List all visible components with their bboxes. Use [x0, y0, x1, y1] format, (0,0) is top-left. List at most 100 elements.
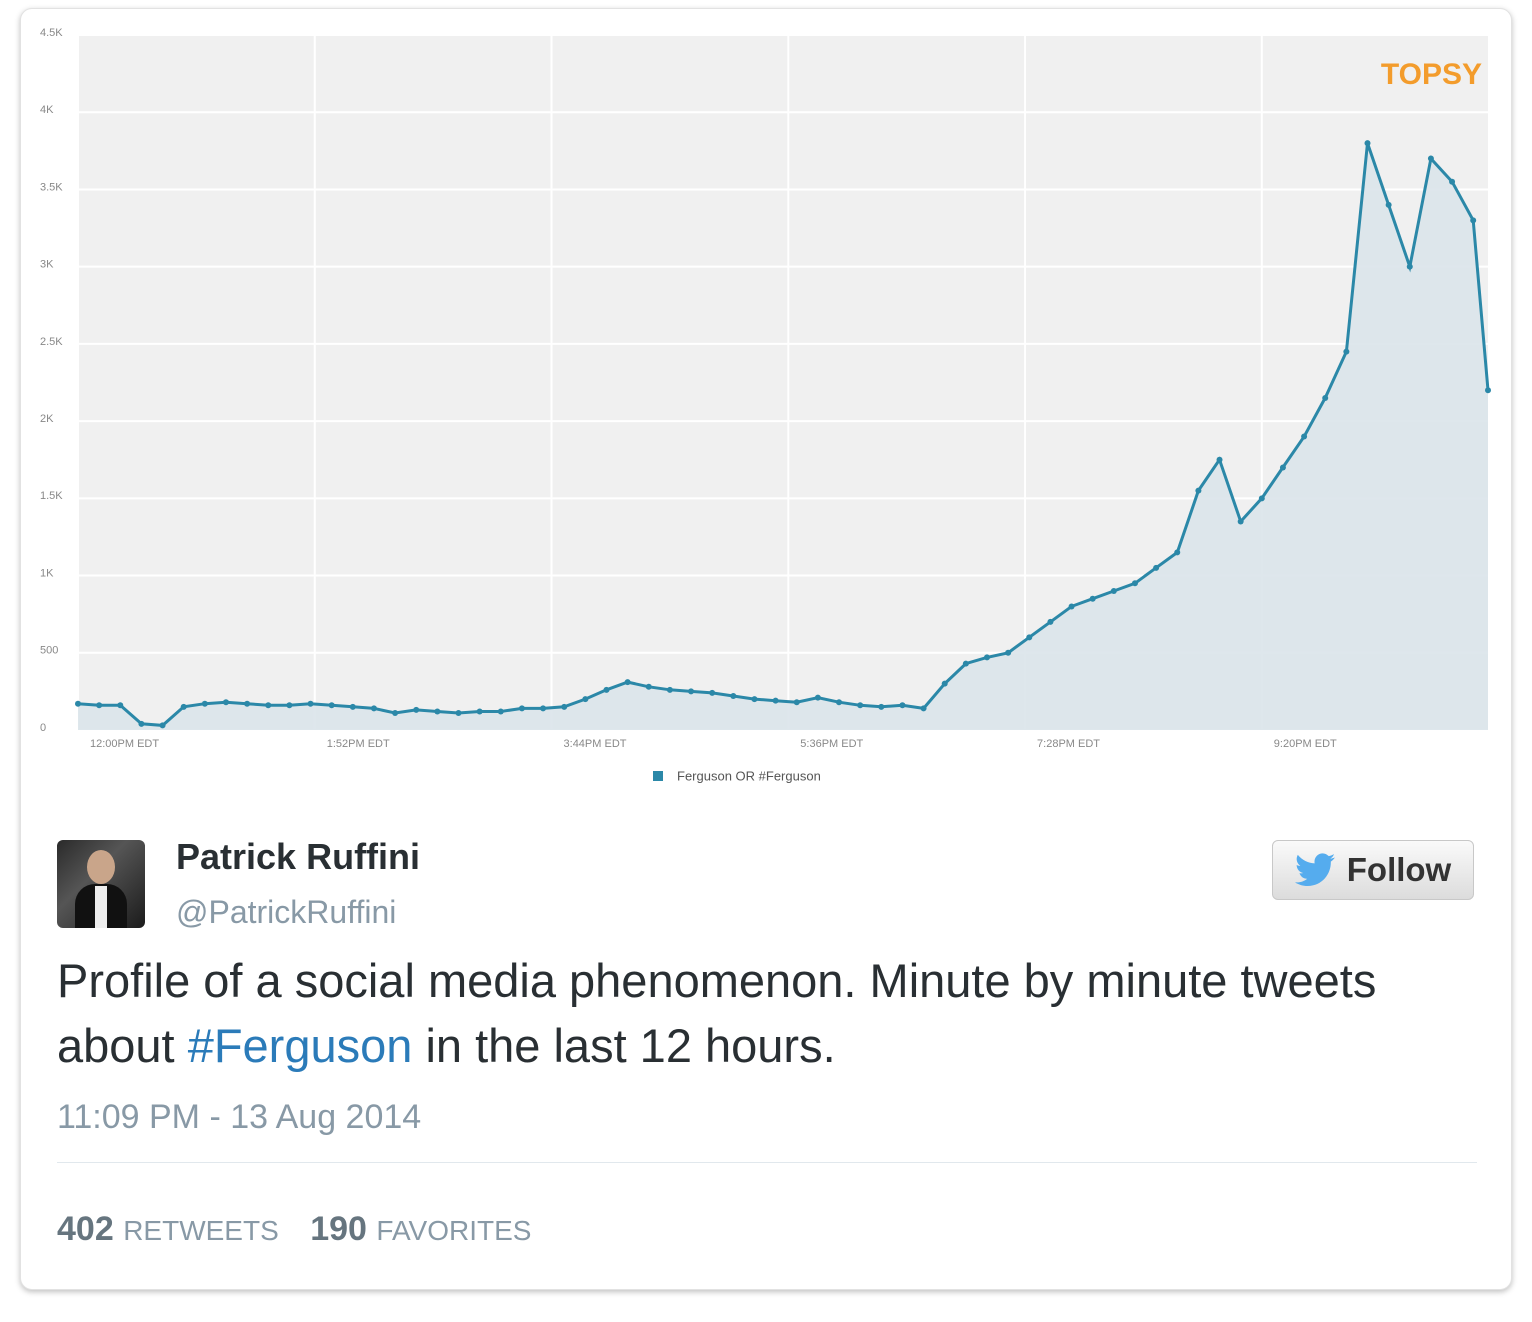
chart: TOPSY Ferguson OR #Ferguson 0 500 1K 1.5K 2K… [40, 27, 1491, 783]
data-point [836, 699, 843, 706]
data-point [561, 703, 568, 710]
data-point [286, 702, 293, 709]
data-point [1364, 140, 1371, 147]
data-point [1258, 495, 1265, 502]
data-point [1216, 456, 1223, 463]
data-point [413, 706, 420, 713]
data-point [1485, 387, 1491, 394]
data-point [497, 708, 504, 715]
legend-label: Ferguson OR #Ferguson [677, 768, 821, 783]
data-point [666, 686, 673, 693]
data-point [1174, 549, 1181, 556]
data-point [1047, 618, 1054, 625]
twitter-bird [1294, 853, 1335, 886]
data-point [244, 700, 251, 707]
data-point [1279, 464, 1286, 471]
y-tick-label: 2.5K [40, 336, 63, 348]
divider [57, 1162, 1477, 1163]
data-point [1195, 487, 1202, 494]
timestamp[interactable]: 11:09 PM - 13 Aug 2014 [57, 1098, 422, 1136]
data-point [159, 722, 166, 729]
y-tick-label: 4K [40, 104, 54, 116]
data-point [920, 705, 927, 712]
data-point [540, 705, 547, 712]
data-point [814, 694, 821, 701]
x-tick-label: 5:36PM EDT [800, 738, 863, 750]
y-tick-label: 2K [40, 413, 54, 425]
data-point [1385, 201, 1392, 208]
text: Profile of a social media phenomenon. Mi… [57, 954, 1377, 1072]
x-tick-label: 9:20PM EDT [1274, 738, 1337, 750]
retweet-label: RETWEETS [123, 1215, 279, 1246]
text: in the last 12 hours. [412, 1019, 836, 1072]
data-point [1068, 603, 1075, 610]
tweet-stats: 402 RETWEETS 190 FAVORITES [57, 1210, 553, 1249]
follow-label: Follow [1346, 851, 1452, 888]
user-handle[interactable]: @PatrickRuffini [176, 894, 397, 930]
y-tick-label: 3K [40, 259, 54, 271]
data-point [857, 702, 864, 709]
data-point [688, 688, 695, 695]
data-point [518, 705, 525, 712]
data-point [1237, 518, 1244, 525]
user-name[interactable]: Patrick Ruffini [176, 836, 421, 877]
y-tick-label: 0 [40, 722, 46, 734]
data-point [1089, 595, 1096, 602]
data-point [1406, 263, 1413, 270]
data-point [222, 699, 229, 706]
data-point [180, 703, 187, 710]
y-tick-label: 3.5K [40, 181, 63, 193]
x-tick-label: 1:52PM EDT [327, 738, 390, 750]
data-point [1110, 588, 1117, 594]
data-point [328, 702, 335, 709]
data-point [899, 702, 906, 709]
data-point [1322, 394, 1329, 401]
y-tick-label: 1K [40, 567, 54, 579]
data-point [645, 683, 652, 690]
watermark: TOPSY [1381, 58, 1482, 91]
data-point [138, 720, 145, 727]
data-point [1427, 155, 1434, 162]
data-point [582, 696, 589, 703]
data-point [265, 702, 272, 709]
y-tick-label: 1.5K [40, 490, 63, 502]
data-point [75, 700, 81, 707]
favorite-label: FAVORITES [376, 1215, 532, 1246]
data-point [772, 697, 779, 704]
data-point [201, 700, 208, 707]
data-point [117, 702, 124, 709]
legend-swatch [653, 771, 663, 781]
data-point [1005, 649, 1012, 656]
retweet-count: 402 [57, 1210, 114, 1248]
data-point [392, 710, 399, 717]
data-point [1153, 564, 1160, 571]
data-point [1470, 217, 1477, 224]
tweet-text: Profile of a social media phenomenon. Mi… [57, 948, 1437, 1078]
x-tick-label: 3:44PM EDT [564, 738, 627, 750]
data-point [349, 703, 356, 710]
data-point [983, 654, 990, 661]
data-point [455, 710, 462, 717]
hashtag-link[interactable]: #Ferguson [187, 1019, 413, 1072]
data-point [370, 705, 377, 712]
data-point [962, 660, 969, 667]
data-point [624, 679, 631, 686]
data-point [603, 686, 610, 693]
data-point [793, 699, 800, 706]
data-point [730, 693, 737, 700]
y-tick-label: 4.5K [40, 27, 63, 39]
line [77, 142, 1490, 727]
data-point [96, 702, 103, 709]
y-tick-label: 500 [40, 645, 58, 657]
avatar[interactable] [57, 840, 145, 928]
data-point [1301, 433, 1308, 440]
data-point [1131, 580, 1138, 587]
follow-button[interactable]: Follow [1272, 840, 1474, 900]
x-tick-label: 12:00PM EDT [90, 738, 159, 750]
x-tick-label: 7:28PM EDT [1037, 738, 1100, 750]
favorite-count: 190 [310, 1210, 367, 1248]
data-point [709, 689, 716, 696]
data-point [476, 708, 483, 715]
data-point [751, 696, 758, 703]
